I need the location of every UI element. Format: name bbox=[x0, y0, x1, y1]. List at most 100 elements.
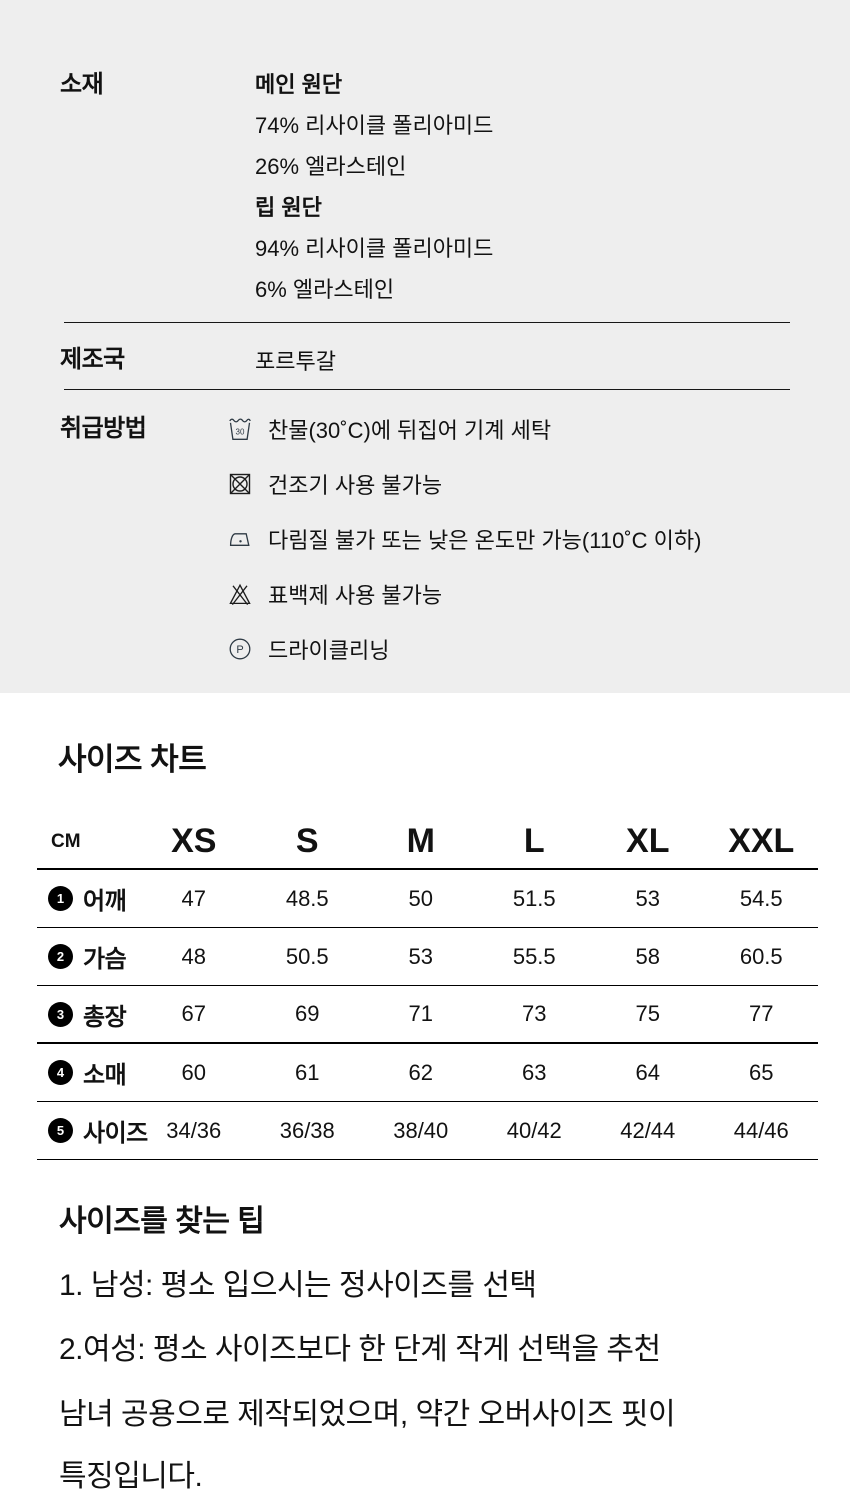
measure-value: 63 bbox=[522, 1059, 547, 1085]
measure-value: 60.5 bbox=[739, 943, 783, 969]
measure-label-cell: 4 소매 bbox=[37, 1055, 137, 1090]
dry-clean-icon: P bbox=[229, 638, 251, 659]
size-tips-lines: 1. 남성: 평소 입으시는 정사이즈를 선택 2.여성: 평소 사이즈보다 한 … bbox=[59, 1254, 850, 1382]
origin-label: 제조국 bbox=[60, 346, 125, 373]
measure-label: 사이즈 bbox=[83, 1120, 148, 1147]
row-number-badge: 5 bbox=[48, 1118, 73, 1143]
measure-value: 48.5 bbox=[285, 885, 329, 911]
material-line: 메인 원단 bbox=[255, 72, 343, 97]
measure-value: 40/42 bbox=[506, 1117, 562, 1143]
machine-wash-30-icon: 30 bbox=[229, 418, 251, 440]
material-line: 94% 리사이클 폴리아미드 bbox=[255, 236, 494, 261]
measure-label: 어깨 bbox=[83, 888, 127, 915]
measure-value: 38/40 bbox=[393, 1117, 449, 1143]
measure-value: 51.5 bbox=[512, 885, 556, 911]
measure-label-cell: 2 가슴 bbox=[37, 939, 137, 974]
size-table-row: 1 어깨 47 48.5 50 51.5 53 54.5 bbox=[37, 870, 818, 928]
care-instructions-list: 30 찬물(30˚C)에 뒤집어 기계 세탁 건조기 사용 불가능 다림질 불가… bbox=[227, 401, 701, 676]
measure-value: 42/44 bbox=[620, 1117, 676, 1143]
divider bbox=[64, 322, 790, 323]
size-table-row: 4 소매 60 61 62 63 64 65 bbox=[37, 1044, 818, 1102]
measure-value: 75 bbox=[635, 1001, 660, 1026]
size-chart-section: 사이즈 차트 CM XS S M L XL XXL 1 어깨 47 48.5 50 51.5 53 54.5… bbox=[0, 742, 850, 1494]
measure-value: 71 bbox=[408, 1001, 433, 1026]
measure-value: 44/46 bbox=[733, 1117, 789, 1143]
measure-label-cell: 3 총장 bbox=[37, 997, 137, 1032]
measure-value: 67 bbox=[181, 1001, 206, 1026]
care-item: 건조기 사용 불가능 bbox=[227, 456, 701, 511]
fit-note-line: 특징입니다. bbox=[59, 1460, 203, 1493]
care-text: 표백제 사용 불가능 bbox=[268, 582, 443, 608]
measure-value: 50.5 bbox=[285, 943, 329, 969]
size-table-row: 5 사이즈 34/36 36/38 38/40 40/42 42/44 44/46 bbox=[37, 1102, 818, 1160]
svg-text:P: P bbox=[236, 644, 243, 656]
material-line: 26% 엘라스테인 bbox=[255, 154, 407, 179]
measure-value: 55.5 bbox=[512, 943, 556, 969]
care-text: 다림질 불가 또는 낮은 온도만 가능(110˚C 이하) bbox=[268, 527, 702, 553]
size-tips: 사이즈를 찾는 팁 1. 남성: 평소 입으시는 정사이즈를 선택 2.여성: 평… bbox=[59, 1190, 850, 1382]
row-number-badge: 1 bbox=[48, 886, 73, 911]
measure-value: 54.5 bbox=[739, 885, 783, 911]
measure-value: 65 bbox=[749, 1059, 774, 1085]
measure-label: 가슴 bbox=[83, 946, 127, 973]
size-table-row: 2 가슴 48 50.5 53 55.5 58 60.5 bbox=[37, 928, 818, 986]
size-tip-line: 1. 남성: 평소 입으시는 정사이즈를 선택 bbox=[59, 1269, 537, 1302]
origin-row: 제조국 포르투갈 bbox=[0, 346, 850, 376]
size-column-header: M bbox=[406, 822, 435, 860]
size-tips-title: 사이즈를 찾는 팁 bbox=[59, 1205, 265, 1238]
care-item: 30 찬물(30˚C)에 뒤집어 기계 세탁 bbox=[227, 401, 701, 456]
care-row: 취급방법 30 찬물(30˚C)에 뒤집어 기계 세탁 건조기 사용 불가능 다… bbox=[0, 409, 850, 676]
measure-value: 53 bbox=[635, 885, 660, 911]
measure-value: 64 bbox=[635, 1059, 660, 1085]
origin-value: 포르투갈 bbox=[255, 349, 336, 374]
measure-value: 34/36 bbox=[166, 1117, 222, 1143]
size-table-header: CM XS S M L XL XXL bbox=[37, 815, 818, 870]
divider bbox=[64, 389, 790, 390]
row-number-badge: 3 bbox=[48, 1001, 73, 1027]
measure-value: 77 bbox=[749, 1001, 774, 1026]
fit-note-line: 남녀 공용으로 제작되었으며, 약간 오버사이즈 핏이 bbox=[59, 1398, 676, 1431]
size-chart-title: 사이즈 차트 bbox=[58, 742, 207, 777]
material-line: 립 원단 bbox=[255, 195, 322, 220]
measure-value: 58 bbox=[635, 943, 660, 969]
svg-text:30: 30 bbox=[236, 427, 245, 436]
care-text: 찬물(30˚C)에 뒤집어 기계 세탁 bbox=[268, 417, 552, 443]
size-column-header: XXL bbox=[728, 822, 795, 860]
care-item: 표백제 사용 불가능 bbox=[227, 566, 701, 621]
size-column-header: XS bbox=[171, 822, 217, 860]
measure-value: 50 bbox=[408, 885, 433, 911]
care-item: 다림질 불가 또는 낮은 온도만 가능(110˚C 이하) bbox=[227, 511, 701, 566]
measure-value: 47 bbox=[181, 885, 206, 911]
measure-value: 53 bbox=[408, 943, 433, 969]
measure-value: 36/38 bbox=[279, 1117, 335, 1143]
unit-header: CM bbox=[51, 830, 81, 852]
measure-value: 69 bbox=[295, 1001, 320, 1026]
measure-label: 소매 bbox=[83, 1062, 127, 1089]
care-item: P 드라이클리닝 bbox=[227, 621, 701, 676]
material-line: 74% 리사이클 폴리아미드 bbox=[255, 113, 494, 138]
measure-label-cell: 5 사이즈 bbox=[37, 1113, 148, 1148]
care-text: 드라이클리닝 bbox=[268, 637, 390, 663]
measure-value: 62 bbox=[408, 1059, 433, 1085]
care-text: 건조기 사용 불가능 bbox=[268, 472, 443, 498]
no-bleach-icon bbox=[229, 583, 251, 605]
size-table: CM XS S M L XL XXL 1 어깨 47 48.5 50 51.5 53 54.5 2 가슴 48 50… bbox=[37, 815, 818, 1160]
size-table-row: 3 총장 67 69 71 73 75 77 bbox=[37, 986, 818, 1044]
row-number-badge: 2 bbox=[48, 944, 73, 969]
iron-low-icon bbox=[229, 532, 250, 546]
measure-value: 48 bbox=[181, 943, 206, 969]
measure-value: 61 bbox=[295, 1059, 320, 1085]
row-number-badge: 4 bbox=[48, 1060, 73, 1085]
care-label: 취급방법 bbox=[60, 415, 147, 442]
size-tip-line: 2.여성: 평소 사이즈보다 한 단계 작게 선택을 추천 bbox=[59, 1333, 661, 1366]
size-column-header: S bbox=[295, 822, 319, 860]
measure-label: 총장 bbox=[83, 1003, 127, 1031]
size-column-header: XL bbox=[626, 822, 670, 860]
material-label: 소재 bbox=[60, 71, 104, 98]
measure-value: 73 bbox=[522, 1001, 547, 1026]
measure-label-cell: 1 어깨 bbox=[37, 881, 137, 916]
